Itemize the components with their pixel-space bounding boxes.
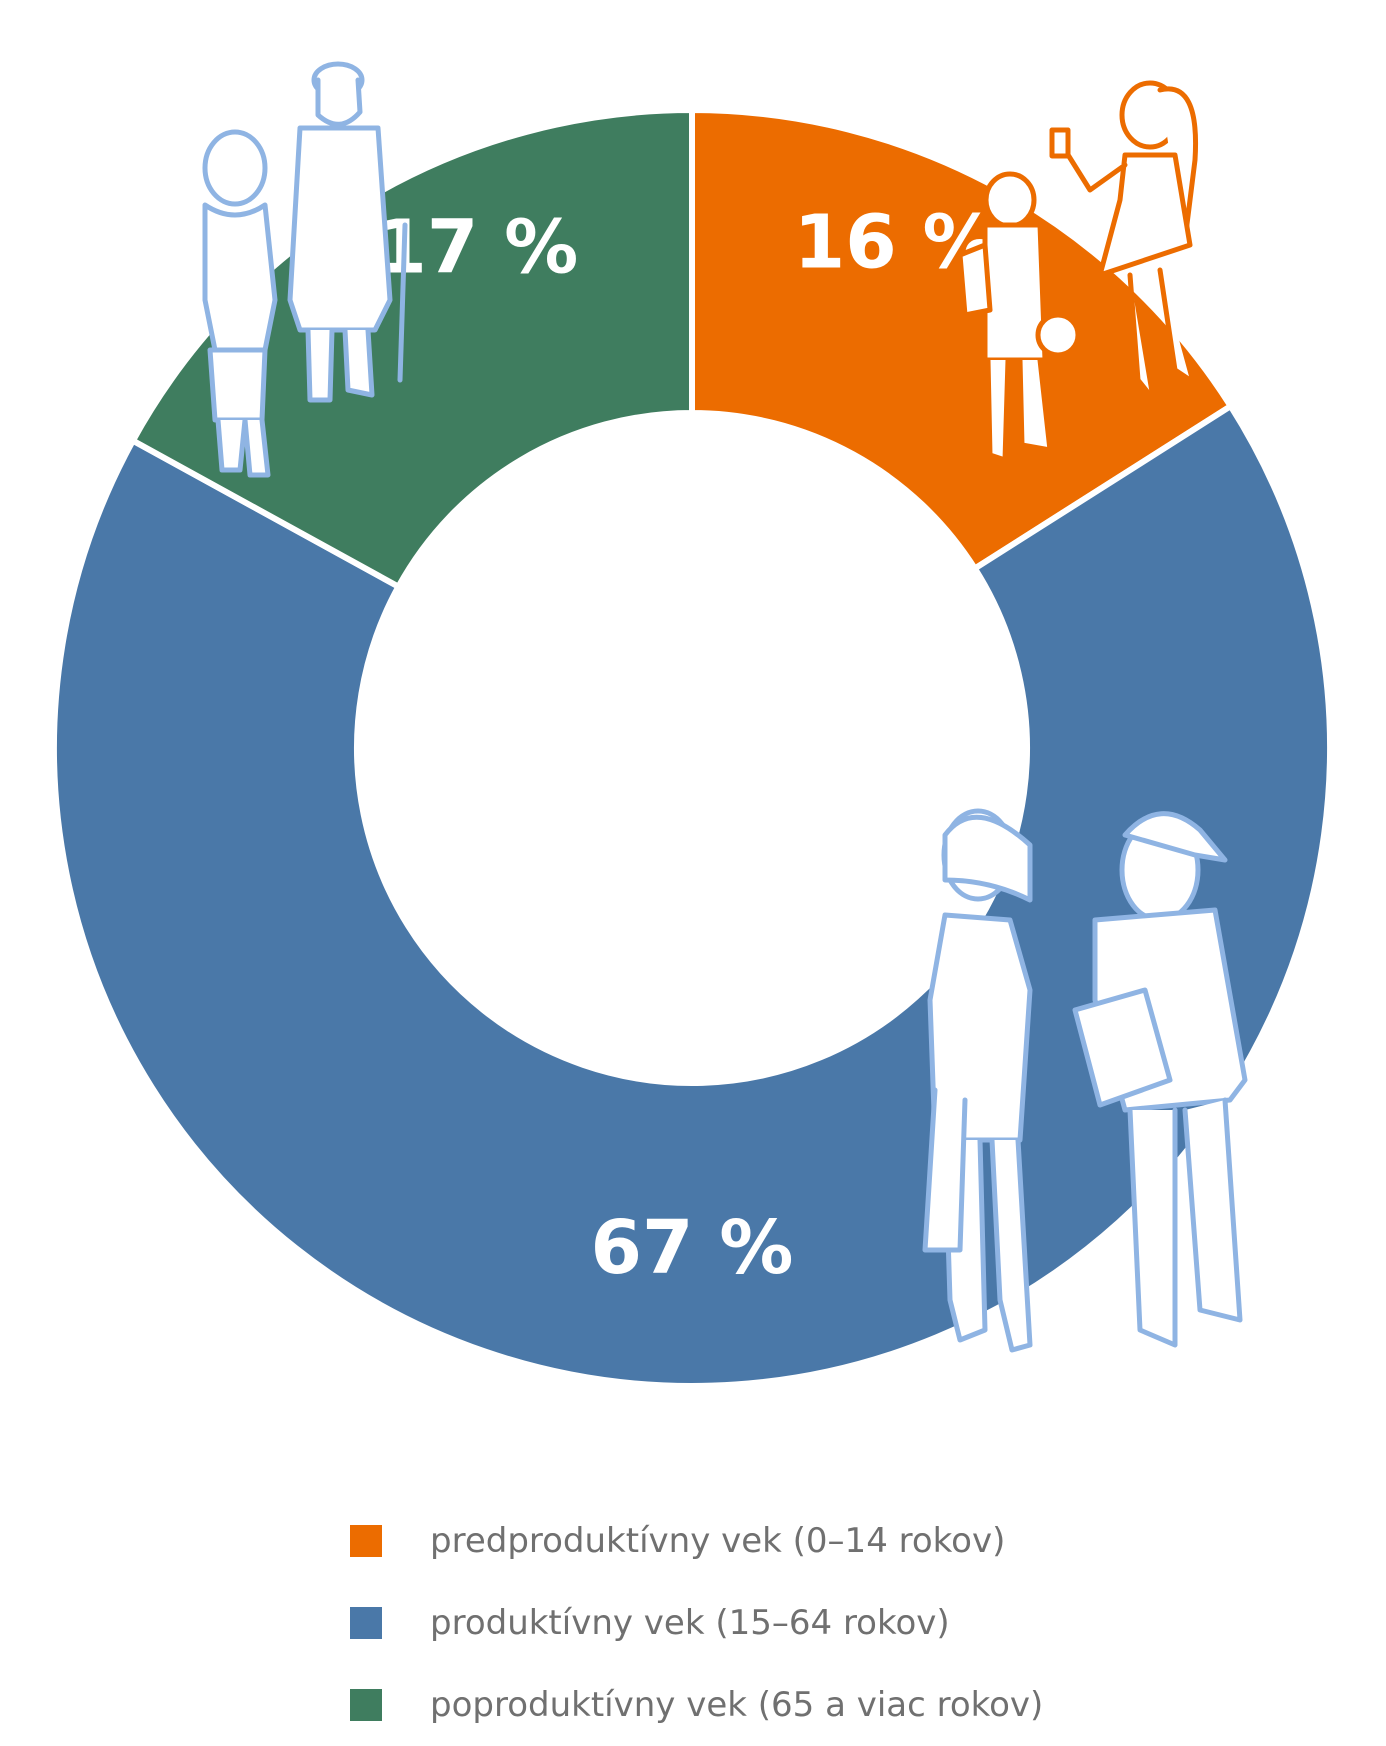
donut-chart: 16 %67 %17 %	[54, 61, 1330, 1387]
slice-value-label: 67 %	[591, 1205, 794, 1291]
legend-item: produktívny vek (15–64 rokov)	[350, 1582, 1043, 1664]
slice-value-label: 17 %	[375, 204, 578, 290]
working-adults-figures-icon	[922, 808, 1248, 1353]
legend-swatch	[350, 1689, 382, 1721]
elderly-couple-figures-icon	[202, 61, 408, 478]
legend-label: produktívny vek (15–64 rokov)	[430, 1603, 950, 1643]
legend-item: predproduktívny vek (0–14 rokov)	[350, 1500, 1043, 1582]
children-figures-icon	[957, 80, 1199, 463]
legend-swatch	[350, 1607, 382, 1639]
donut-slice	[689, 106, 1235, 573]
legend-label: predproduktívny vek (0–14 rokov)	[430, 1521, 1006, 1561]
legend-swatch	[350, 1525, 382, 1557]
legend-label: poproduktívny vek (65 a viac rokov)	[430, 1685, 1044, 1725]
legend-item: poproduktívny vek (65 a viac rokov)	[350, 1664, 1043, 1746]
chart-legend: predproduktívny vek (0–14 rokov) produkt…	[350, 1500, 1043, 1746]
